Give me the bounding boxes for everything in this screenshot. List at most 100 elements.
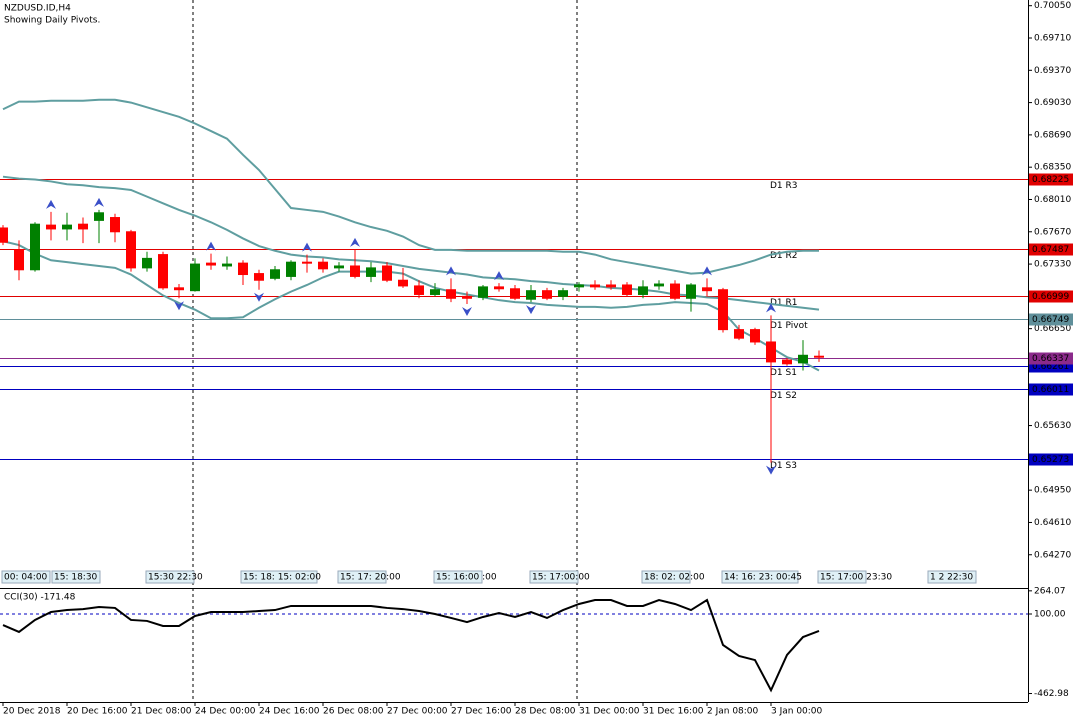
pivot-label: D1 R1	[770, 298, 798, 308]
time-label: 31 Dec 00:00	[579, 707, 640, 717]
price-box	[1029, 383, 1073, 396]
candle-body	[222, 263, 232, 267]
candle-body	[430, 289, 440, 295]
time-label: 27 Dec 16:00	[451, 707, 512, 717]
candle-body	[190, 263, 200, 292]
price-tick-label: 0.67670	[1034, 227, 1071, 237]
time-marker-box	[51, 570, 101, 584]
candle-body	[382, 265, 392, 281]
time-marker: 00: 04:00	[4, 573, 48, 583]
cci-tick-label: 100.00	[1034, 610, 1066, 620]
time-marker-box	[337, 570, 387, 584]
price-box-label: 0.66261	[1032, 362, 1069, 372]
time-label: 20 Dec 2018	[3, 707, 61, 717]
candle-body	[798, 354, 808, 364]
price-tick-label: 0.64610	[1034, 518, 1071, 528]
time-label: 20 Dec 16:00	[67, 707, 128, 717]
candle-body	[350, 265, 360, 277]
candle-body	[94, 212, 104, 221]
time-marker-box	[1, 570, 51, 584]
cci-title: CCI(30) -171.48	[4, 593, 76, 603]
time-label: 28 Dec 08:00	[515, 707, 576, 717]
price-tick-label: 0.70050	[1034, 1, 1071, 11]
fractal-down	[766, 465, 776, 475]
candle-body	[734, 329, 744, 339]
candle-body	[206, 262, 216, 266]
candle-body	[14, 249, 24, 271]
candle-body	[398, 279, 408, 287]
time-label: 26 Dec 08:00	[323, 707, 384, 717]
candle-body	[590, 284, 600, 288]
candle-body	[686, 284, 696, 299]
candle-body	[126, 231, 136, 269]
candle-body	[782, 359, 792, 365]
price-box	[1029, 173, 1073, 186]
time-marker-box	[641, 570, 691, 584]
candle-body	[766, 341, 776, 363]
bollinger-band	[2, 240, 820, 372]
candle-body	[606, 284, 616, 288]
price-tick-label: 0.68010	[1034, 195, 1071, 205]
price-box	[1029, 243, 1073, 256]
price-tick-label: 0.66650	[1034, 324, 1071, 334]
candle-body	[622, 284, 632, 295]
fractal-up	[94, 197, 104, 207]
candle-body	[318, 261, 328, 270]
fractal-up	[206, 241, 216, 251]
pivot-label: D1 S2	[770, 391, 797, 401]
time-marker: 15: 17: 20:00	[340, 573, 401, 583]
pivot-label: D1 S3	[770, 461, 797, 471]
fractal-down	[254, 292, 264, 302]
cci-tick-label: -462.98	[1034, 689, 1069, 699]
price-tick-label: 0.64950	[1034, 486, 1071, 496]
candle-body	[46, 224, 56, 230]
candle-body	[158, 254, 168, 289]
candle-body	[270, 269, 280, 279]
candle-body	[286, 261, 296, 277]
time-marker-box	[927, 570, 977, 584]
pivot-label: D1 S1	[770, 368, 797, 378]
fractal-up	[766, 303, 776, 313]
time-marker: 1 2 22:30	[930, 573, 973, 583]
price-box-label: 0.65273	[1032, 455, 1069, 465]
time-label: 3 Jan 00:00	[771, 707, 823, 717]
candle-body	[494, 286, 504, 290]
time-label: 27 Dec 00:00	[387, 707, 448, 717]
fractal-up	[446, 266, 456, 276]
candle-body	[814, 355, 824, 358]
candle-body	[638, 286, 648, 295]
time-label: 24 Dec 16:00	[259, 707, 320, 717]
time-label: 31 Dec 16:00	[643, 707, 704, 717]
bollinger-band	[2, 175, 820, 311]
fractal-up	[350, 237, 360, 247]
candle-body	[366, 267, 376, 277]
fractal-down	[526, 305, 536, 315]
candle-body	[302, 261, 312, 264]
candle-body	[78, 223, 88, 230]
price-box-label: 0.68225	[1032, 175, 1069, 185]
price-box	[1029, 352, 1073, 365]
price-tick-label: 0.65630	[1034, 421, 1071, 431]
time-marker: 15: 17:00:00	[532, 573, 590, 583]
symbol-title: NZDUSD.ID,H4	[4, 4, 71, 14]
candle-body	[30, 223, 40, 271]
fractal-up	[494, 271, 504, 281]
fractal-down	[174, 301, 184, 311]
price-tick-label: 0.69370	[1034, 66, 1071, 76]
candle-body	[446, 289, 456, 299]
price-box-label: 0.66337	[1032, 354, 1069, 364]
time-marker: 15:30 22:30	[148, 573, 203, 583]
candle-body	[750, 329, 760, 343]
price-box-label: 0.66999	[1032, 292, 1069, 302]
candle-body	[0, 227, 8, 243]
fractal-up	[302, 242, 312, 252]
candle-body	[510, 288, 520, 299]
price-tick-label: 0.67330	[1034, 260, 1071, 270]
candle-body	[558, 290, 568, 297]
price-tick-label: 0.68690	[1034, 130, 1071, 140]
cci-line	[2, 598, 820, 693]
time-label: 24 Dec 00:00	[195, 707, 256, 717]
time-marker: 18: 02: 02:00	[644, 573, 705, 583]
